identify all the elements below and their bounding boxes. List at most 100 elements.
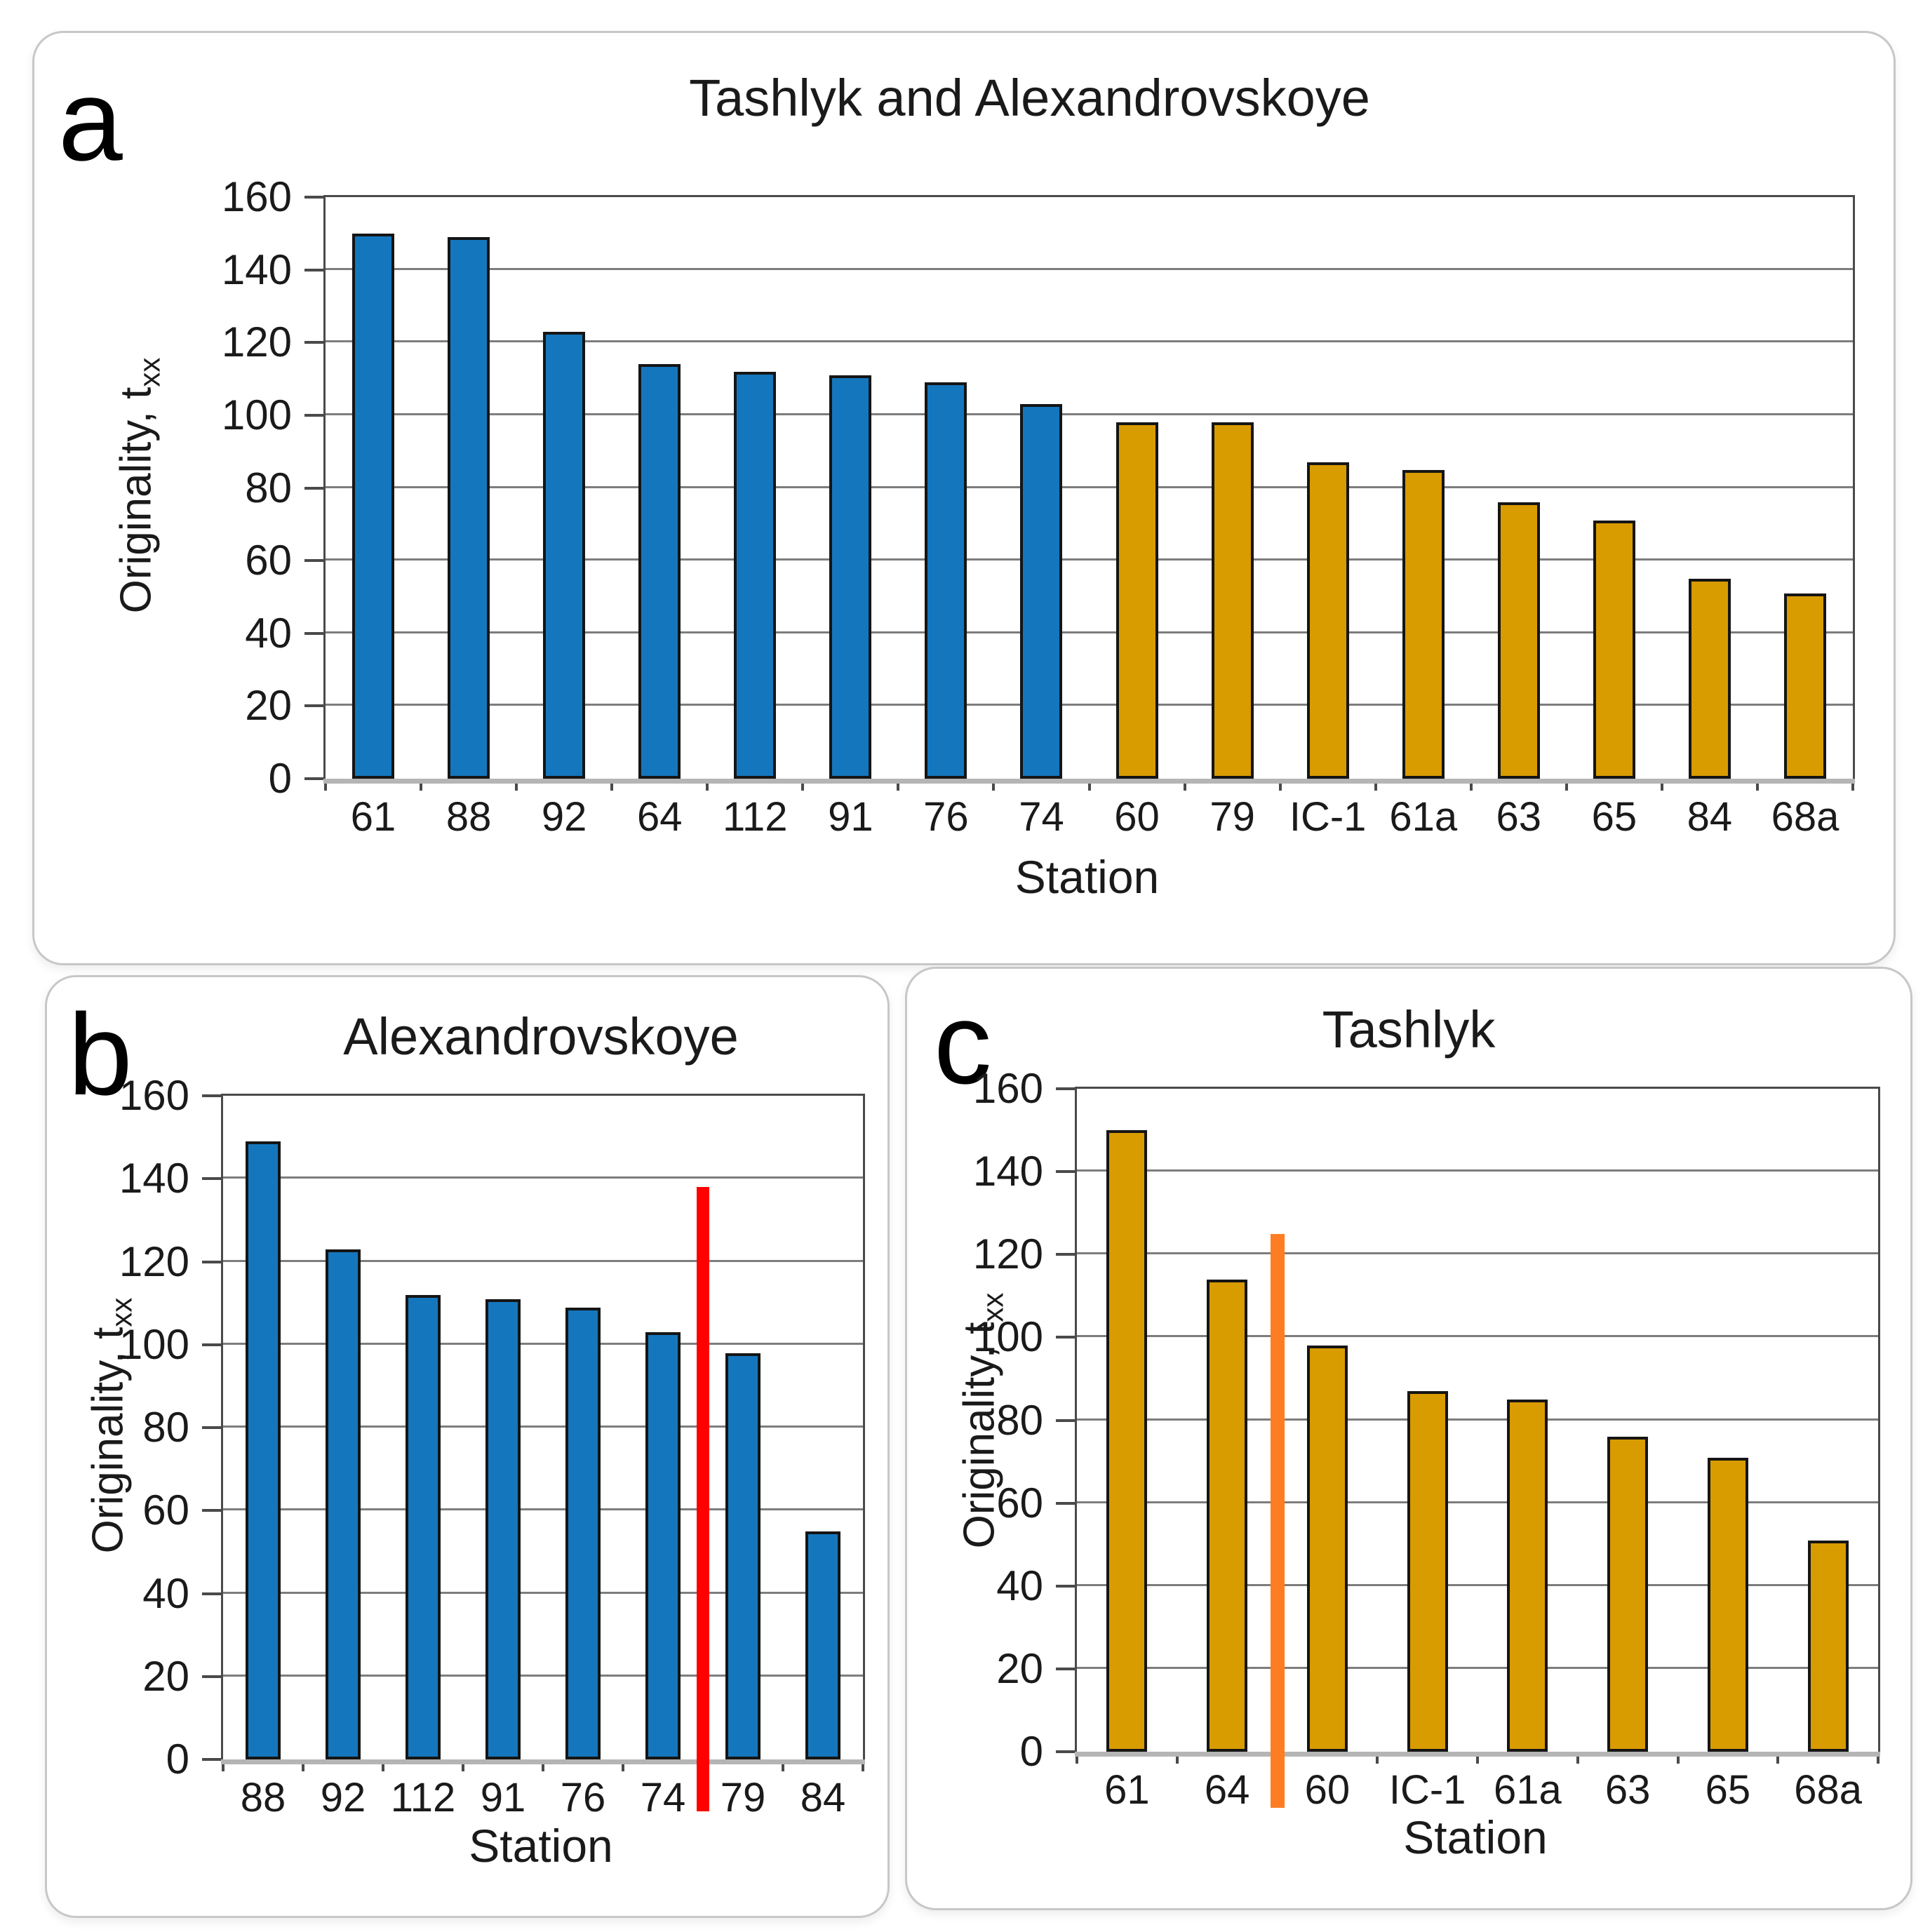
bar-88 bbox=[448, 237, 490, 779]
y-axis-tick bbox=[1056, 1170, 1077, 1174]
panel-c-letter: c bbox=[934, 979, 992, 1108]
gridline bbox=[1077, 1252, 1878, 1255]
panel-a-x-axis-label: Station bbox=[1014, 851, 1160, 903]
gridline bbox=[1077, 1169, 1878, 1172]
y-axis-tick bbox=[202, 1343, 223, 1346]
x-axis-tick bbox=[222, 1759, 225, 1771]
panel-a-title: Tashlyk and Alexandrovskoye bbox=[689, 69, 1370, 127]
y-tick-label: 40 bbox=[142, 1569, 189, 1617]
gridline bbox=[1077, 1418, 1878, 1421]
panel-a-plot: 0 20 40 60 80 100 120 140 160 61 88 92 64 112 91 76 74 60… bbox=[222, 176, 1855, 838]
panel-b-plot: 0 20 40 60 80 100 120 140 160 88 92 112 91 76 74 79 84 bbox=[119, 1075, 865, 1818]
x-axis-tick bbox=[302, 1759, 304, 1771]
gridline bbox=[326, 558, 1853, 561]
y-tick-label: 0 bbox=[1019, 1728, 1043, 1775]
x-tick-label: 61a bbox=[1493, 1767, 1562, 1813]
x-axis-tick bbox=[1564, 779, 1568, 791]
panel-a-letter: a bbox=[58, 55, 123, 185]
panel-a-y-axis-label-subscript: xx bbox=[133, 357, 166, 387]
y-axis-tick bbox=[304, 268, 326, 271]
x-tick-label: IC-1 bbox=[1388, 1767, 1466, 1813]
panel-a-y-axis-label: Originality, txx bbox=[112, 357, 166, 614]
panel-c-plot: 0 20 40 60 80 100 120 140 160 61 64 60 IC-1 61a 63 65 68… bbox=[973, 1068, 1880, 1811]
y-tick-label: 40 bbox=[996, 1562, 1043, 1609]
y-tick-label: 100 bbox=[119, 1320, 189, 1368]
x-axis-tick bbox=[610, 779, 614, 791]
panel-c-x-axis-label: Station bbox=[1403, 1811, 1548, 1863]
x-axis-tick bbox=[622, 1759, 624, 1771]
x-axis-tick bbox=[1851, 779, 1854, 791]
gridline bbox=[326, 485, 1853, 488]
x-tick-label: 64 bbox=[1204, 1767, 1250, 1813]
x-tick-label: 63 bbox=[1496, 794, 1542, 840]
marker-line bbox=[1270, 1233, 1285, 1808]
bar-74 bbox=[645, 1332, 681, 1759]
x-axis-tick bbox=[1374, 779, 1377, 791]
x-tick-label: 76 bbox=[560, 1775, 606, 1820]
x-tick-label: 91 bbox=[828, 794, 873, 840]
y-tick-label: 160 bbox=[972, 1065, 1043, 1112]
y-tick-label: 20 bbox=[245, 682, 292, 730]
y-axis-tick bbox=[304, 631, 326, 635]
y-axis-tick bbox=[1056, 1087, 1077, 1090]
gridline bbox=[1077, 1583, 1878, 1586]
gridline bbox=[223, 1342, 863, 1345]
bar-IC-1 bbox=[1407, 1391, 1448, 1752]
panel-a-y-axis-label-text: Originality, t bbox=[112, 387, 161, 614]
x-axis-tick bbox=[515, 779, 518, 791]
x-axis-tick bbox=[1469, 779, 1473, 791]
x-axis-tick bbox=[462, 1759, 464, 1771]
gridline bbox=[326, 340, 1853, 343]
panel-b-x-axis-label: Station bbox=[469, 1820, 613, 1872]
x-axis-tick bbox=[1755, 779, 1759, 791]
x-axis-tick bbox=[1877, 1752, 1880, 1764]
x-axis-tick bbox=[992, 779, 996, 791]
x-tick-label: 79 bbox=[1210, 794, 1255, 840]
bar-92 bbox=[326, 1249, 361, 1759]
x-tick-label: IC-1 bbox=[1289, 794, 1367, 840]
y-tick-label: 140 bbox=[221, 246, 292, 293]
y-axis-tick bbox=[202, 1675, 223, 1678]
x-axis-tick bbox=[1278, 779, 1282, 791]
x-tick-label: 60 bbox=[1114, 794, 1160, 840]
x-tick-label: 74 bbox=[640, 1775, 686, 1820]
gridline bbox=[326, 412, 1853, 415]
x-axis-tick bbox=[1087, 779, 1091, 791]
y-tick-label: 0 bbox=[166, 1736, 189, 1783]
y-axis-tick bbox=[1056, 1667, 1077, 1670]
bar-88 bbox=[246, 1141, 281, 1759]
x-tick-label: 61 bbox=[1104, 1767, 1150, 1813]
bar-61a bbox=[1507, 1399, 1548, 1752]
gridline bbox=[223, 1508, 863, 1511]
bar-91 bbox=[485, 1299, 521, 1759]
x-tick-label: 61a bbox=[1389, 794, 1458, 840]
bar-IC-1 bbox=[1306, 462, 1349, 779]
y-axis-tick bbox=[1056, 1253, 1077, 1256]
panel-a: a Tashlyk and Alexandrovskoye Originalit… bbox=[32, 31, 1896, 965]
gridline bbox=[1077, 1666, 1878, 1669]
marker-line bbox=[697, 1187, 709, 1811]
y-tick-label: 100 bbox=[221, 391, 292, 438]
x-tick-label: 61 bbox=[350, 794, 396, 840]
y-tick-label: 0 bbox=[268, 755, 292, 802]
y-tick-label: 60 bbox=[996, 1479, 1043, 1527]
y-tick-label: 120 bbox=[119, 1237, 189, 1285]
x-tick-label: 79 bbox=[720, 1775, 766, 1820]
panel-b: b Alexandrovskoye Originality, txx 0 20 40… bbox=[45, 975, 890, 1918]
x-axis-tick bbox=[706, 779, 709, 791]
y-tick-label: 160 bbox=[119, 1072, 189, 1119]
x-tick-label: 65 bbox=[1705, 1767, 1751, 1813]
gridline bbox=[223, 1425, 863, 1428]
y-axis-tick bbox=[304, 196, 326, 199]
gridline bbox=[326, 704, 1853, 706]
y-axis-tick bbox=[1056, 1336, 1077, 1339]
bar-64 bbox=[638, 364, 681, 779]
y-axis-tick bbox=[202, 1592, 223, 1595]
gridline bbox=[1077, 1335, 1878, 1338]
bar-112 bbox=[734, 371, 777, 779]
y-tick-label: 120 bbox=[221, 318, 292, 366]
x-tick-label: 76 bbox=[923, 794, 969, 840]
y-axis-tick bbox=[1056, 1418, 1077, 1422]
bar-76 bbox=[925, 382, 967, 779]
